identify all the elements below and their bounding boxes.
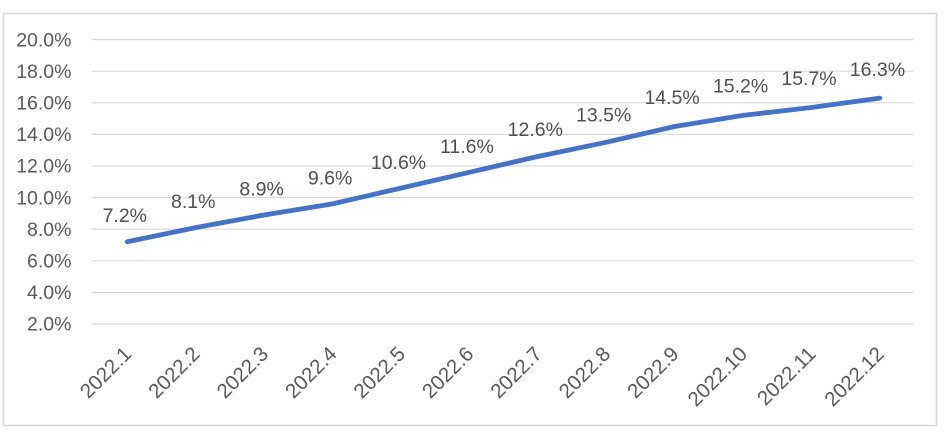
svg-text:4.0%: 4.0%: [27, 282, 71, 304]
svg-text:16.0%: 16.0%: [16, 93, 71, 115]
svg-text:7.2%: 7.2%: [103, 205, 147, 227]
svg-text:11.6%: 11.6%: [440, 136, 494, 158]
svg-text:14.5%: 14.5%: [644, 87, 699, 109]
svg-text:12.0%: 12.0%: [16, 156, 71, 178]
svg-text:15.7%: 15.7%: [781, 68, 836, 90]
svg-text:2.0%: 2.0%: [27, 314, 71, 336]
svg-text:6.0%: 6.0%: [27, 251, 71, 273]
svg-text:8.0%: 8.0%: [27, 219, 71, 241]
svg-text:10.6%: 10.6%: [371, 152, 426, 174]
svg-text:9.6%: 9.6%: [308, 167, 352, 189]
svg-text:14.0%: 14.0%: [16, 124, 71, 146]
svg-text:20.0%: 20.0%: [16, 29, 71, 51]
svg-text:13.5%: 13.5%: [576, 105, 631, 127]
svg-text:10.0%: 10.0%: [16, 187, 71, 209]
svg-text:8.9%: 8.9%: [239, 178, 283, 200]
svg-text:18.0%: 18.0%: [16, 61, 71, 83]
svg-text:15.2%: 15.2%: [713, 76, 768, 98]
svg-text:12.6%: 12.6%: [508, 119, 563, 141]
svg-text:16.3%: 16.3%: [850, 59, 905, 81]
svg-text:8.1%: 8.1%: [171, 191, 215, 213]
